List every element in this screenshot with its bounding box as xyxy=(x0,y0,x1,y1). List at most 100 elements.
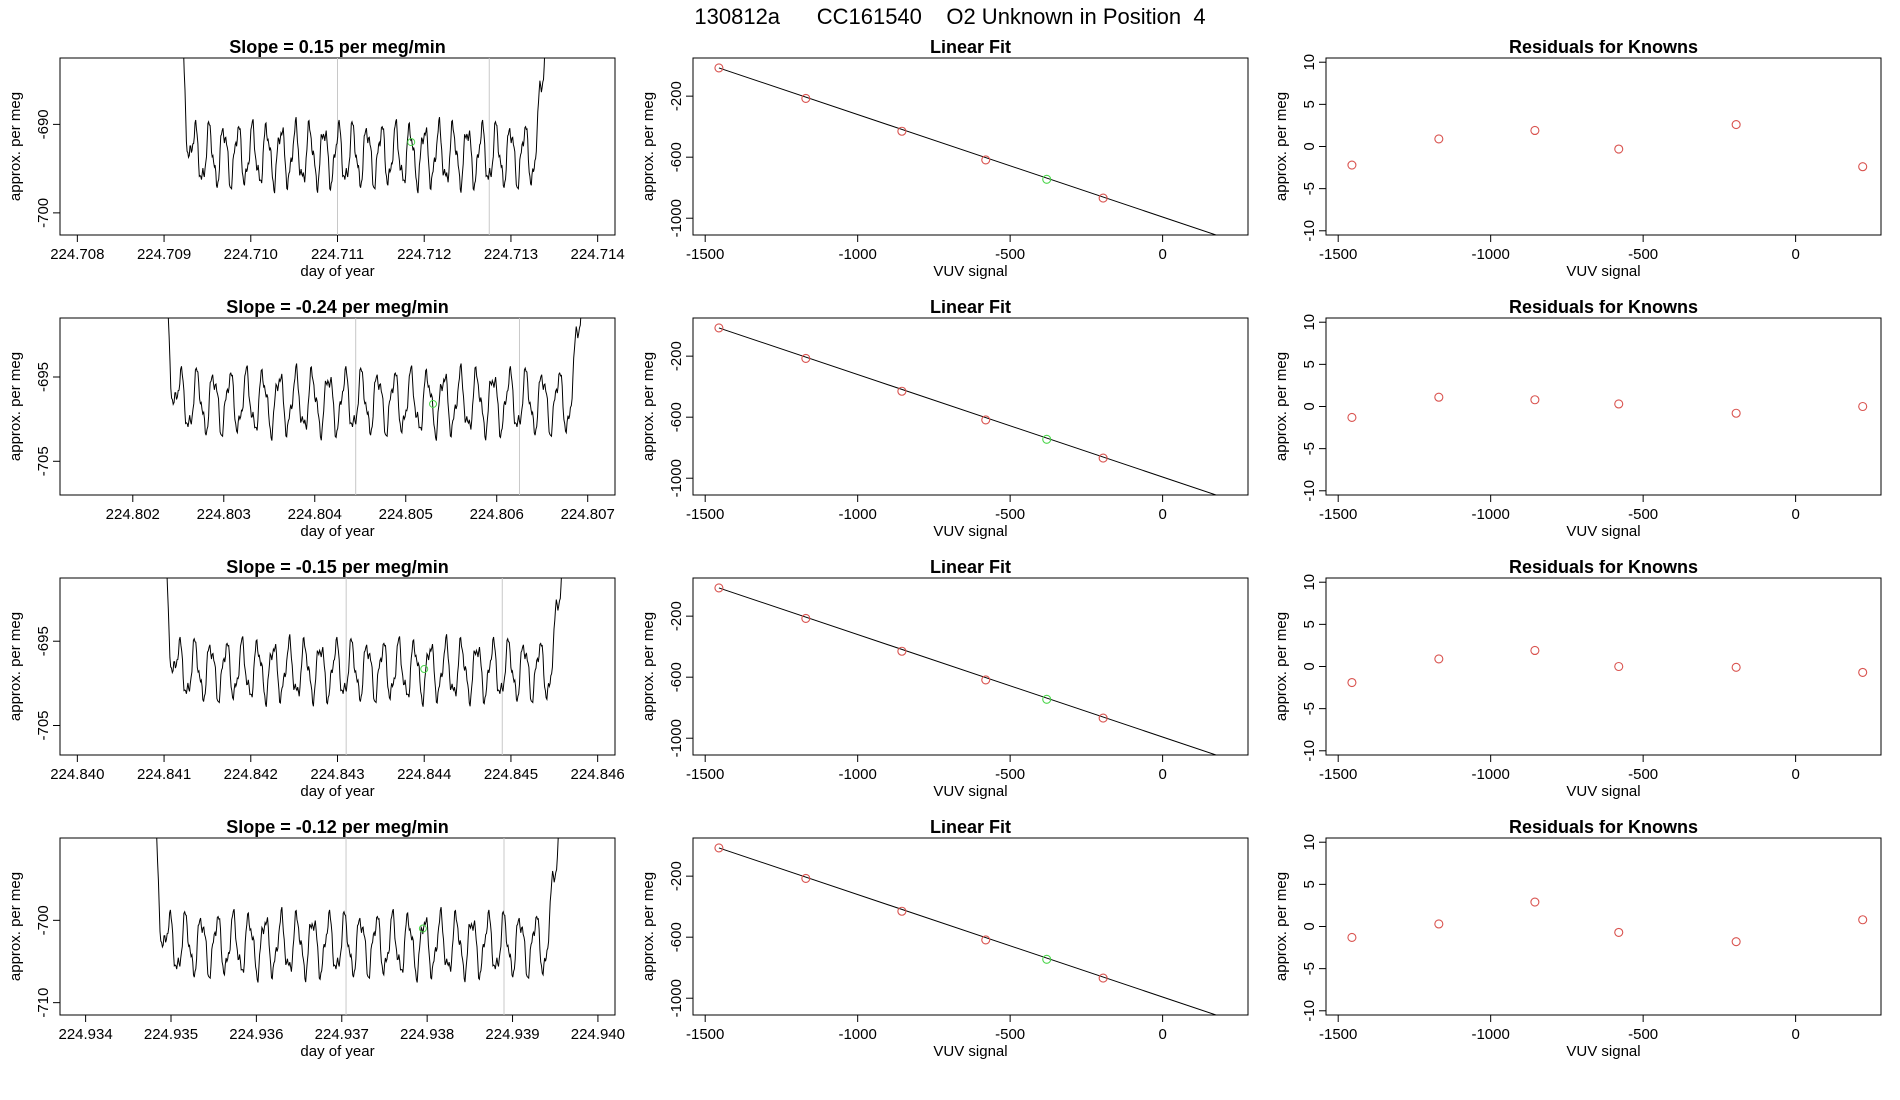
y-axis-label: approx. per meg xyxy=(640,92,657,201)
x-tick-label: -1000 xyxy=(1471,246,1509,263)
x-tick-label: 224.937 xyxy=(315,1026,369,1043)
known-point xyxy=(1731,408,1741,418)
known-point xyxy=(981,675,991,685)
y-tick-label: -1000 xyxy=(668,459,685,497)
x-tick-label: -500 xyxy=(1628,506,1658,523)
chart-title: Slope = -0.12 per meg/min xyxy=(226,820,449,837)
x-tick-label: 224.842 xyxy=(224,766,278,783)
data-marks xyxy=(1347,645,1868,688)
plot-frame xyxy=(692,57,1249,236)
known-point xyxy=(1530,395,1540,405)
chart-panel-r2-c3: Residuals for Knowns -1500 -1000 -500 0 VUV s… xyxy=(1273,300,1882,540)
y-axis: -10 -5 0 5 10 xyxy=(1301,54,1327,242)
y-axis: -1000 -600 -200 xyxy=(668,81,694,237)
y-tick-label: -1000 xyxy=(668,979,685,1017)
x-tick-label: 0 xyxy=(1158,1026,1166,1043)
known-point xyxy=(1858,162,1868,172)
chart-title: Residuals for Knowns xyxy=(1509,820,1698,837)
x-axis-label: VUV signal xyxy=(933,783,1007,800)
known-point xyxy=(1530,897,1540,907)
y-tick-label: 5 xyxy=(1301,880,1318,888)
y-axis-label: approx. per meg xyxy=(1273,92,1290,201)
x-tick-label: 224.845 xyxy=(484,766,538,783)
known-point xyxy=(1347,932,1357,943)
known-point xyxy=(1858,401,1868,412)
x-tick-label: 224.708 xyxy=(50,246,104,263)
known-point xyxy=(801,353,811,363)
x-tick-label: 224.843 xyxy=(310,766,364,783)
chart-title: Linear Fit xyxy=(930,40,1011,57)
x-axis: -1500 -1000 -500 0 xyxy=(1319,1014,1800,1043)
data-marks xyxy=(714,63,1218,235)
y-tick-label: -1000 xyxy=(668,199,685,237)
x-tick-label: -500 xyxy=(1628,1026,1658,1043)
x-tick-label: 224.714 xyxy=(571,246,625,263)
x-axis: -1500 -1000 -500 0 xyxy=(686,754,1167,783)
y-axis: -1000 -600 -200 xyxy=(668,861,694,1017)
x-tick-label: 0 xyxy=(1158,246,1166,263)
y-tick-label: -695 xyxy=(35,362,52,392)
data-marks xyxy=(714,843,1234,1024)
y-axis: -1000 -600 -200 xyxy=(668,341,694,497)
unknown-point xyxy=(1042,434,1052,444)
known-point xyxy=(897,386,907,396)
signal-trace xyxy=(166,578,562,707)
known-point xyxy=(897,126,907,136)
x-axis: 224.802 224.803 224.804 224.805 224.806 224.8… xyxy=(106,494,615,523)
signal-trace xyxy=(167,318,582,441)
x-axis-label: day of year xyxy=(300,1043,374,1060)
x-axis: -1500 -1000 -500 0 xyxy=(1319,494,1800,523)
x-tick-label: -1000 xyxy=(838,246,876,263)
y-tick-label: -5 xyxy=(1301,702,1318,715)
x-axis: 224.840 224.841 224.842 224.843 224.844 224.8… xyxy=(50,754,625,783)
x-tick-label: 224.940 xyxy=(571,1026,625,1043)
y-axis: -705 -695 xyxy=(35,626,61,741)
x-axis-label: VUV signal xyxy=(933,523,1007,540)
known-point xyxy=(1347,412,1357,423)
y-tick-label: 0 xyxy=(1301,402,1318,410)
data-marks xyxy=(714,583,1234,764)
known-point xyxy=(714,843,724,853)
x-tick-label: 224.939 xyxy=(485,1026,539,1043)
x-tick-label: 0 xyxy=(1158,766,1166,783)
unknown-point xyxy=(1042,954,1052,964)
x-tick-label: -1000 xyxy=(1471,766,1509,783)
x-tick-label: 224.806 xyxy=(470,506,524,523)
y-tick-label: 0 xyxy=(1301,922,1318,930)
y-axis-label: approx. per meg xyxy=(7,872,24,981)
y-tick-label: -705 xyxy=(35,710,52,740)
known-point xyxy=(1226,1016,1234,1024)
y-tick-label: -200 xyxy=(668,601,685,631)
known-point xyxy=(1434,392,1444,402)
known-point xyxy=(1226,496,1234,504)
x-tick-label: -500 xyxy=(995,766,1025,783)
x-axis: -1500 -1000 -500 0 xyxy=(1319,754,1800,783)
y-axis: -705 -695 xyxy=(35,362,61,476)
known-point xyxy=(1226,756,1234,764)
data-marks xyxy=(1347,392,1868,423)
y-tick-label: -710 xyxy=(35,988,52,1018)
x-tick-label: 0 xyxy=(1791,1026,1799,1043)
known-point xyxy=(1614,399,1624,409)
y-tick-label: 0 xyxy=(1301,662,1318,670)
x-tick-label: -1000 xyxy=(838,766,876,783)
y-tick-label: -600 xyxy=(668,662,685,692)
data-marks xyxy=(156,838,559,1015)
known-point xyxy=(801,613,811,623)
chart-title: Residuals for Knowns xyxy=(1509,560,1698,577)
unknown-point xyxy=(429,399,438,408)
x-axis-label: VUV signal xyxy=(1566,783,1640,800)
x-axis-label: day of year xyxy=(300,783,374,800)
plot-frame xyxy=(692,837,1249,1016)
x-tick-label: -1500 xyxy=(1319,506,1357,523)
known-point xyxy=(714,63,724,73)
x-tick-label: 0 xyxy=(1791,246,1799,263)
plot-frame xyxy=(692,317,1249,496)
x-tick-label: -1500 xyxy=(686,506,724,523)
y-tick-label: 10 xyxy=(1301,834,1318,851)
x-axis: -1500 -1000 -500 0 xyxy=(686,494,1167,523)
plot-frame xyxy=(59,577,616,756)
x-tick-label: 224.713 xyxy=(484,246,538,263)
